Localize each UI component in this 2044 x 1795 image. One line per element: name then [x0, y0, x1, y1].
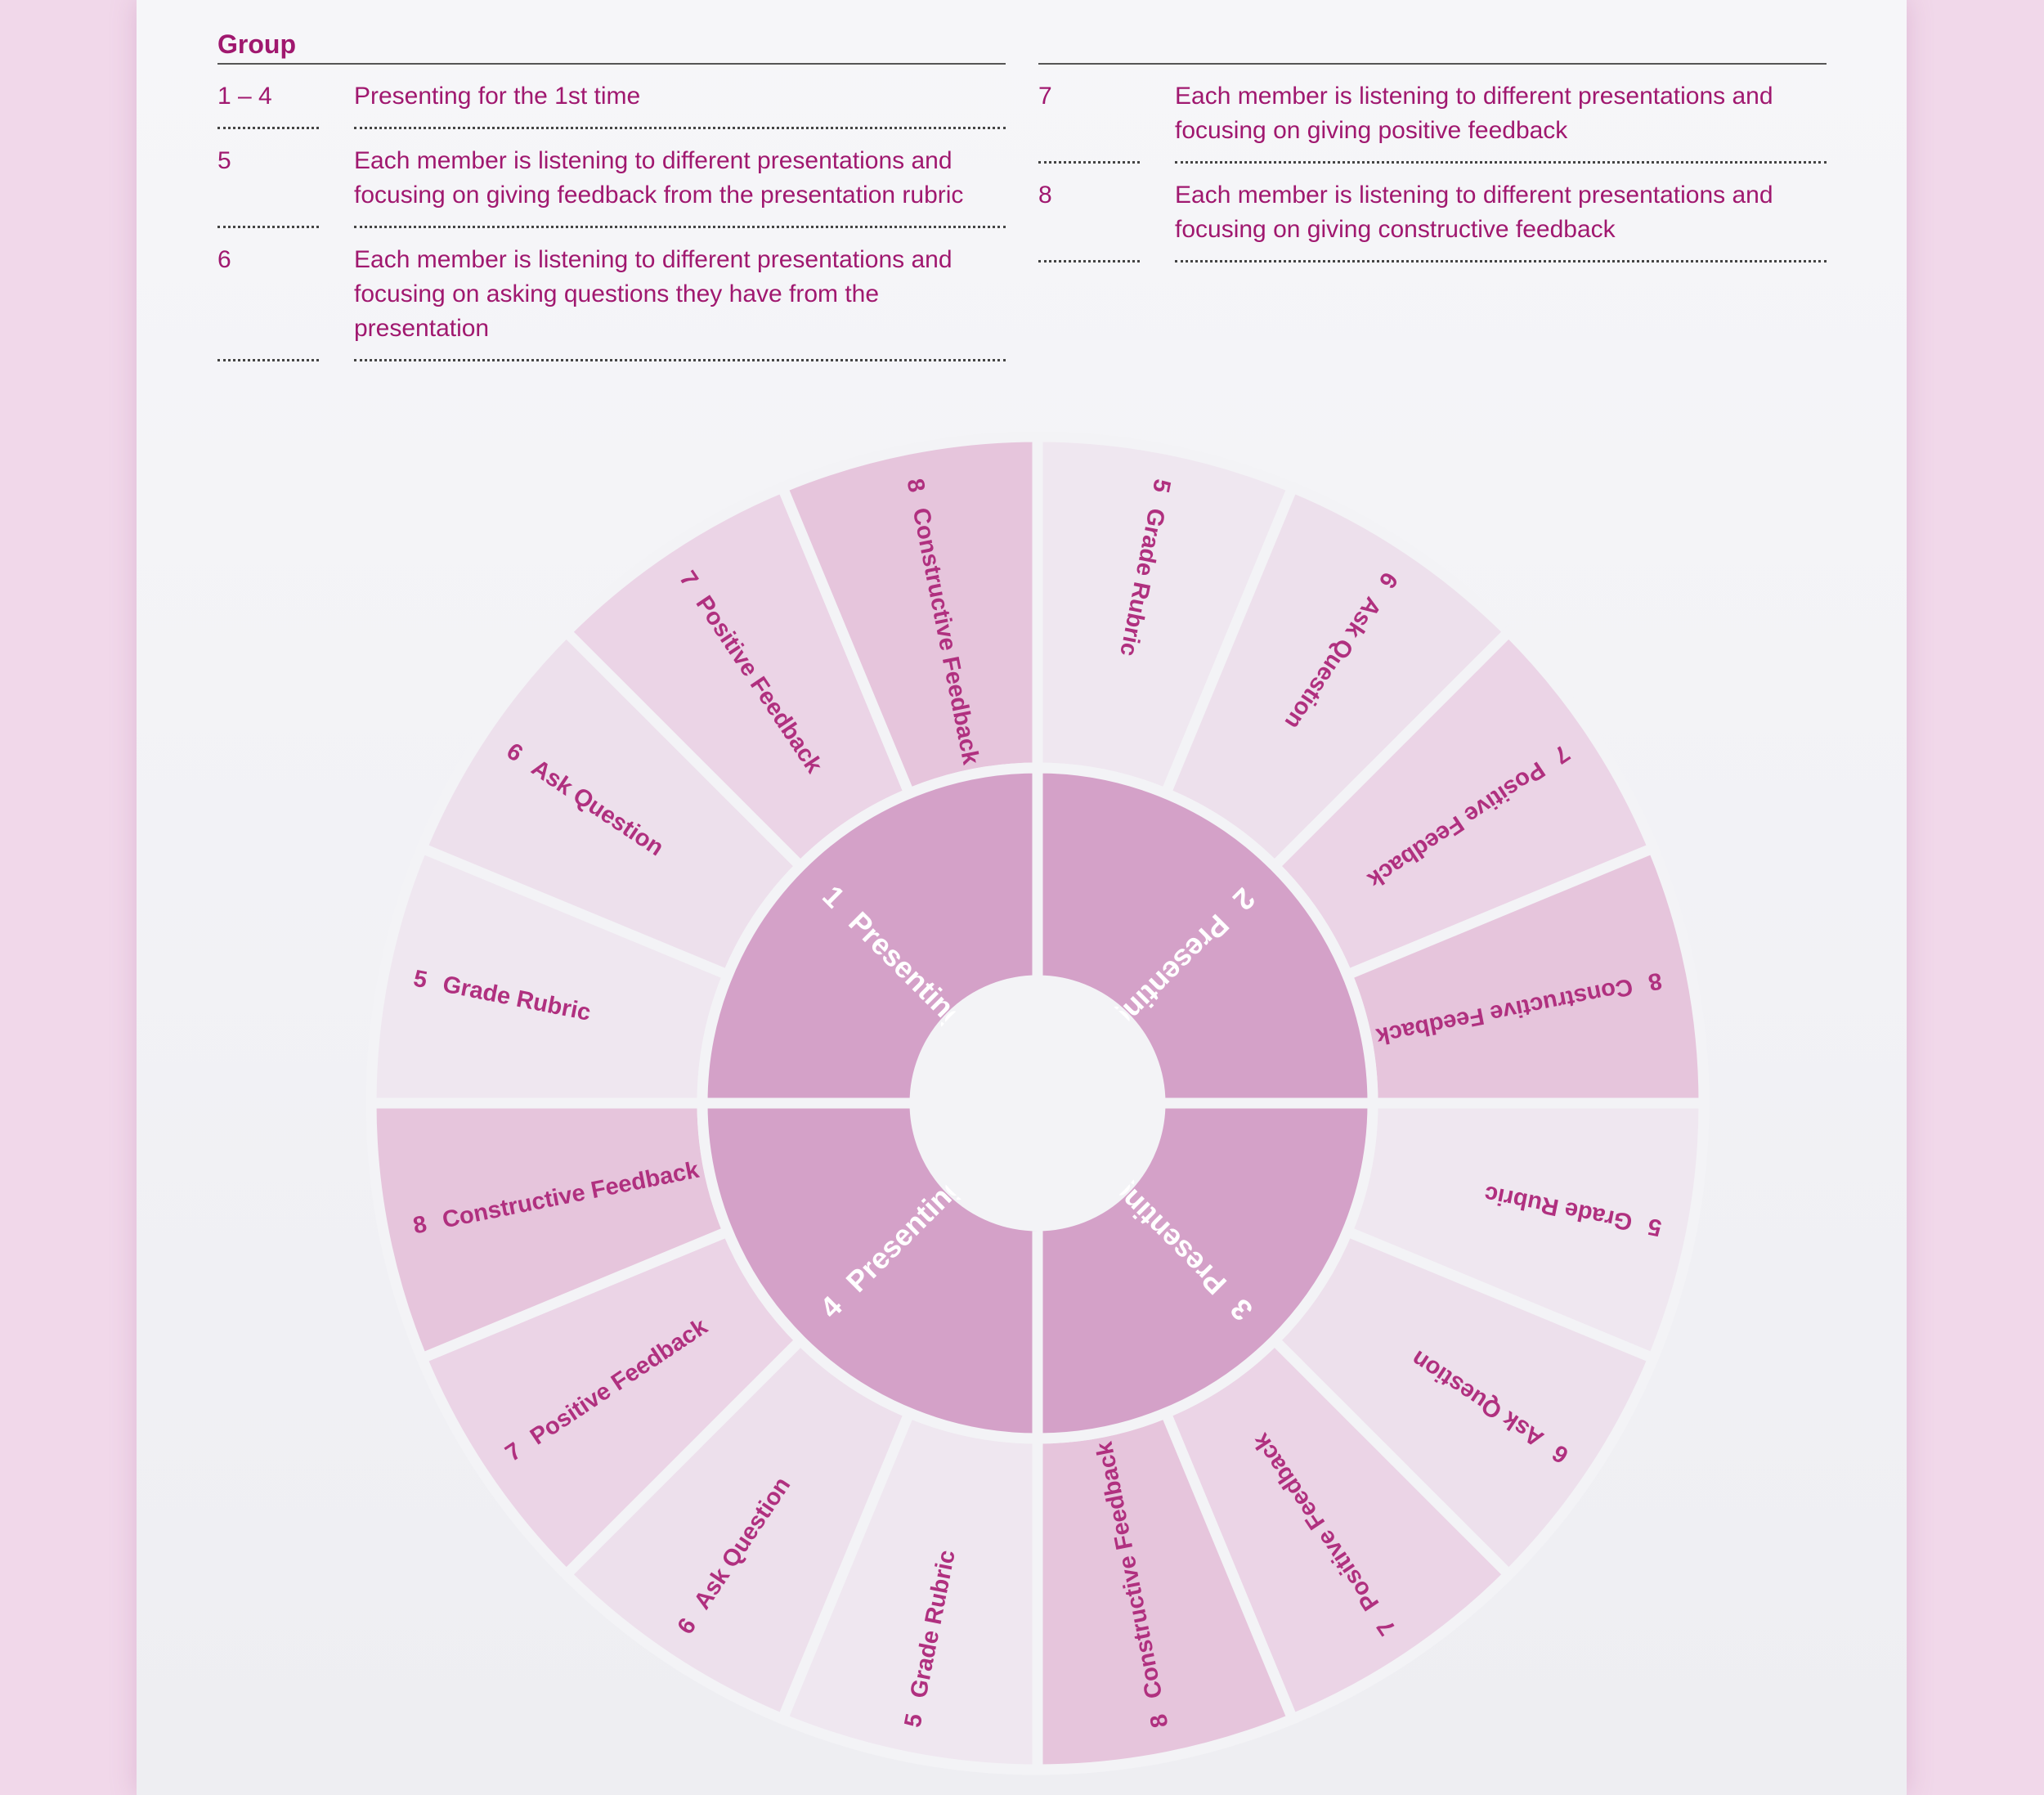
legend-group: 8	[1038, 164, 1140, 263]
legend-row: 7 Each member is listening to different p…	[1038, 65, 1827, 164]
outer-label-number: 8	[902, 477, 930, 495]
outer-label-number: 8	[1145, 1712, 1174, 1730]
legend-row: 6 Each member is listening to different p…	[217, 228, 1006, 361]
legend-column: 7 Each member is listening to different p…	[1038, 63, 1827, 263]
outer-label-number: 5	[1147, 477, 1176, 495]
legend-group: 6	[217, 228, 319, 361]
outer-label-number: 8	[1646, 967, 1664, 996]
legend-row: 1 – 4 Presenting for the 1st time	[217, 65, 1006, 129]
outer-label-number: 5	[411, 965, 429, 994]
legend-text: Each member is listening to different pr…	[1175, 65, 1827, 164]
legend-group: 7	[1038, 65, 1140, 164]
outer-label-number: 5	[899, 1712, 928, 1730]
legend-text: Each member is listening to different pr…	[354, 228, 1006, 361]
legend-column: 1 – 4 Presenting for the 1st time 5 Each me…	[217, 63, 1006, 361]
outer-label-number: 5	[1646, 1213, 1664, 1241]
legend-row: 8 Each member is listening to different p…	[1038, 164, 1827, 263]
legend-text: Presenting for the 1st time	[354, 65, 1006, 129]
outer-label-number: 8	[411, 1211, 429, 1240]
legend-text: Each member is listening to different pr…	[354, 129, 1006, 228]
hub	[915, 981, 1160, 1226]
legend-group: 5	[217, 129, 319, 228]
legend-row: 5 Each member is listening to different p…	[217, 129, 1006, 228]
legend-group: 1 – 4	[217, 65, 319, 129]
legend-text: Each member is listening to different pr…	[1175, 164, 1827, 263]
legend-title: Group	[217, 29, 296, 59]
